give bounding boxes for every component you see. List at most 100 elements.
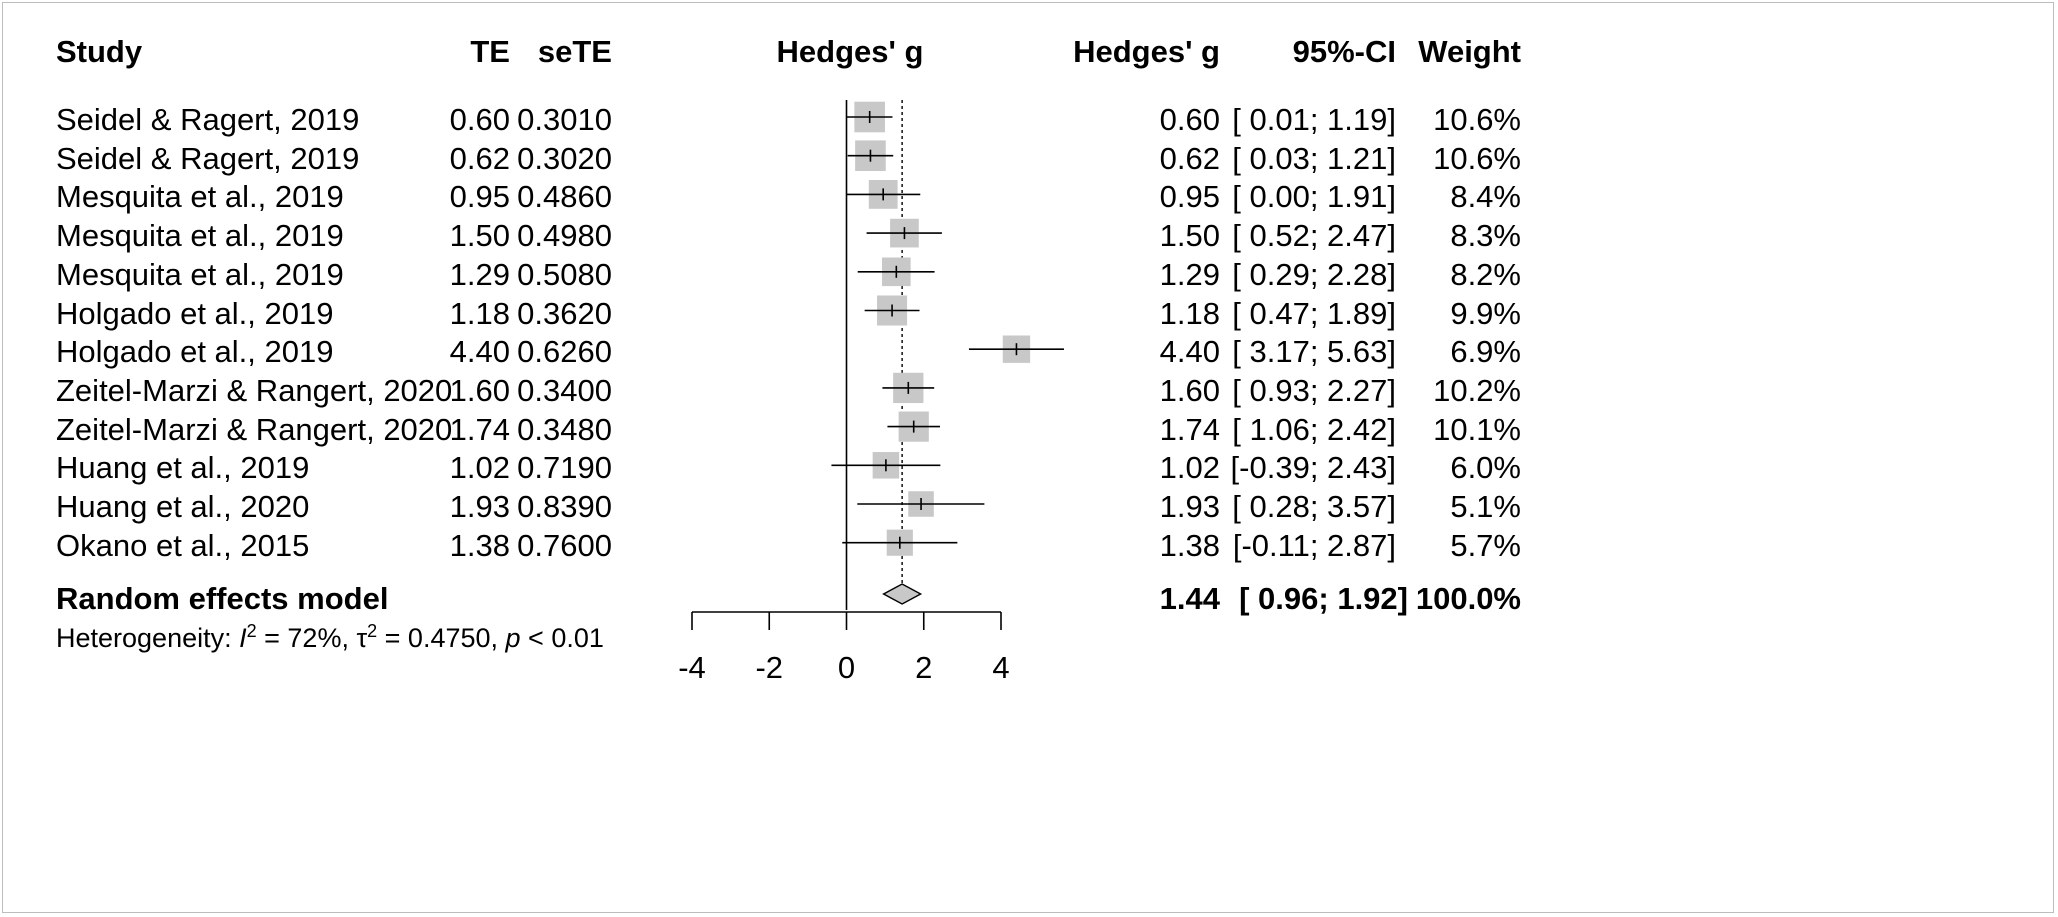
heterogeneity-text: Heterogeneity: I2 = 72%, τ2 = 0.4750, p … bbox=[56, 622, 604, 652]
study-effect: 1.60 bbox=[1159, 372, 1220, 408]
header-weight: Weight bbox=[1418, 34, 1521, 69]
study-ci: [ 0.03; 1.21] bbox=[1232, 140, 1396, 176]
header-plot: Hedges' g bbox=[776, 34, 924, 69]
study-sete: 0.4980 bbox=[517, 218, 612, 254]
x-tick-label: 0 bbox=[838, 650, 855, 685]
study-weight: 5.7% bbox=[1450, 527, 1521, 563]
header-sete: seTE bbox=[537, 34, 612, 69]
summary-diamond bbox=[882, 583, 923, 605]
study-effect: 1.29 bbox=[1159, 256, 1220, 292]
x-tick-label: 2 bbox=[915, 650, 932, 685]
study-weight: 10.6% bbox=[1433, 102, 1521, 137]
study-sete: 0.5080 bbox=[517, 256, 612, 292]
study-name: Mesquita et al., 2019 bbox=[56, 218, 344, 254]
p-value: < 0.01 bbox=[520, 623, 604, 653]
study-te: 4.40 bbox=[449, 334, 510, 370]
header-te: TE bbox=[470, 34, 510, 69]
study-effect: 1.93 bbox=[1159, 489, 1220, 524]
study-effect: 1.74 bbox=[1159, 411, 1220, 447]
study-effect: 1.38 bbox=[1159, 527, 1220, 563]
study-te: 1.74 bbox=[449, 411, 510, 447]
study-name: Zeitel-Marzi & Rangert, 2020 bbox=[56, 411, 453, 447]
study-ci: [-0.39; 2.43] bbox=[1230, 450, 1396, 486]
study-sete: 0.3620 bbox=[517, 295, 612, 331]
study-te: 0.95 bbox=[449, 179, 510, 215]
header-study: Study bbox=[56, 34, 143, 69]
study-te: 1.60 bbox=[449, 372, 510, 408]
p-symbol: p bbox=[505, 623, 521, 653]
study-weight: 10.1% bbox=[1433, 411, 1521, 447]
study-ci: [ 0.93; 2.27] bbox=[1232, 372, 1396, 408]
study-effect: 0.60 bbox=[1159, 102, 1220, 137]
summary-ci: [ 0.96; 1.92] bbox=[1239, 581, 1408, 616]
study-te: 1.38 bbox=[449, 527, 510, 563]
heterogeneity-prefix: Heterogeneity: bbox=[56, 623, 240, 653]
study-ci: [ 0.01; 1.19] bbox=[1232, 102, 1396, 137]
study-name: Holgado et al., 2019 bbox=[56, 334, 334, 370]
study-name: Okano et al., 2015 bbox=[56, 527, 310, 563]
study-sete: 0.4860 bbox=[517, 179, 612, 215]
study-ci: [ 0.29; 2.28] bbox=[1232, 256, 1396, 292]
study-sete: 0.7190 bbox=[517, 450, 612, 486]
study-sete: 0.6260 bbox=[517, 334, 612, 370]
study-ci: [ 0.00; 1.91] bbox=[1232, 179, 1396, 215]
study-name: Mesquita et al., 2019 bbox=[56, 179, 344, 215]
header-effect: Hedges' g bbox=[1073, 34, 1220, 69]
study-effect: 0.62 bbox=[1159, 140, 1220, 176]
tau-superscript: 2 bbox=[367, 621, 378, 641]
summary-weight: 100.0% bbox=[1415, 581, 1521, 616]
study-te: 1.02 bbox=[449, 450, 510, 486]
study-name: Seidel & Ragert, 2019 bbox=[56, 102, 360, 137]
study-weight: 10.6% bbox=[1433, 140, 1521, 176]
study-sete: 0.7600 bbox=[517, 527, 612, 563]
study-weight: 8.2% bbox=[1450, 256, 1521, 292]
study-te: 0.62 bbox=[449, 140, 510, 176]
tau-symbol: τ bbox=[356, 623, 368, 653]
i2-value: = 72%, bbox=[256, 623, 357, 653]
study-weight: 8.3% bbox=[1450, 218, 1521, 254]
study-ci: [ 3.17; 5.63] bbox=[1232, 334, 1396, 370]
study-weight: 6.9% bbox=[1450, 334, 1521, 370]
x-tick-label: -2 bbox=[755, 650, 783, 685]
study-sete: 0.3010 bbox=[517, 102, 612, 137]
study-te: 0.60 bbox=[449, 102, 510, 137]
study-weight: 10.2% bbox=[1433, 372, 1521, 408]
study-ci: [-0.11; 2.87] bbox=[1232, 527, 1396, 563]
study-te: 1.29 bbox=[449, 256, 510, 292]
study-te: 1.93 bbox=[449, 489, 510, 524]
study-sete: 0.8390 bbox=[517, 489, 612, 524]
study-te: 1.50 bbox=[449, 218, 510, 254]
header-ci: 95%-CI bbox=[1292, 34, 1396, 69]
study-name: Seidel & Ragert, 2019 bbox=[56, 140, 360, 176]
study-name: Holgado et al., 2019 bbox=[56, 295, 334, 331]
study-ci: [ 0.47; 1.89] bbox=[1232, 295, 1396, 331]
study-weight: 9.9% bbox=[1450, 295, 1521, 331]
summary-effect: 1.44 bbox=[1159, 581, 1220, 616]
study-sete: 0.3400 bbox=[517, 372, 612, 408]
study-weight: 6.0% bbox=[1450, 450, 1521, 486]
study-weight: 8.4% bbox=[1450, 179, 1521, 215]
study-name: Zeitel-Marzi & Rangert, 2020 bbox=[56, 372, 453, 408]
study-effect: 4.40 bbox=[1159, 334, 1220, 370]
study-name: Huang et al., 2019 bbox=[56, 450, 310, 486]
i2-superscript: 2 bbox=[246, 621, 257, 641]
study-effect: 1.50 bbox=[1159, 218, 1220, 254]
study-ci: [ 0.52; 2.47] bbox=[1232, 218, 1396, 254]
study-effect: 0.95 bbox=[1159, 179, 1220, 215]
study-te: 1.18 bbox=[449, 295, 510, 331]
study-ci: [ 0.28; 3.57] bbox=[1232, 489, 1396, 524]
tau-value: = 0.4750, bbox=[377, 623, 506, 653]
x-tick-label: 4 bbox=[992, 650, 1009, 685]
study-sete: 0.3020 bbox=[517, 140, 612, 176]
study-name: Huang et al., 2020 bbox=[56, 489, 310, 524]
study-effect: 1.18 bbox=[1159, 295, 1220, 331]
study-effect: 1.02 bbox=[1159, 450, 1220, 486]
study-weight: 5.1% bbox=[1450, 489, 1521, 524]
study-name: Mesquita et al., 2019 bbox=[56, 256, 344, 292]
i2-symbol: I bbox=[239, 623, 247, 653]
x-tick-label: -4 bbox=[678, 650, 706, 685]
study-sete: 0.3480 bbox=[517, 411, 612, 447]
summary-label: Random effects model bbox=[56, 581, 389, 616]
